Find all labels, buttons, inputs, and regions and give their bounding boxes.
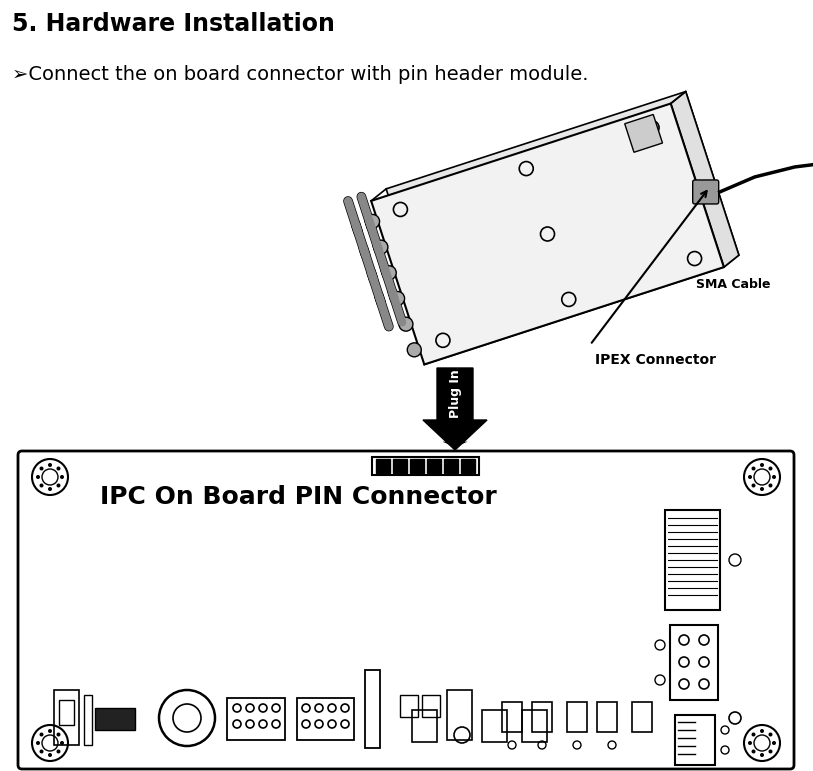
Circle shape bbox=[407, 343, 421, 357]
Bar bbox=[393, 459, 406, 473]
Text: SMA Cable: SMA Cable bbox=[695, 278, 770, 291]
Bar bbox=[502, 702, 522, 732]
Bar bbox=[376, 459, 389, 473]
Text: IPEX Connector: IPEX Connector bbox=[595, 353, 716, 367]
Circle shape bbox=[56, 483, 60, 487]
Circle shape bbox=[390, 291, 405, 305]
Text: IPC On Board PIN Connector: IPC On Board PIN Connector bbox=[100, 485, 497, 509]
Bar bbox=[227, 698, 285, 740]
Circle shape bbox=[60, 475, 64, 479]
Circle shape bbox=[399, 317, 413, 332]
Circle shape bbox=[48, 753, 52, 757]
Circle shape bbox=[374, 240, 388, 254]
Circle shape bbox=[56, 749, 60, 753]
Circle shape bbox=[748, 741, 752, 745]
Circle shape bbox=[760, 487, 764, 491]
Polygon shape bbox=[371, 103, 724, 365]
Circle shape bbox=[48, 487, 52, 491]
Circle shape bbox=[772, 741, 776, 745]
Bar bbox=[567, 702, 587, 732]
Bar bbox=[482, 710, 507, 742]
Circle shape bbox=[60, 741, 64, 745]
Bar bbox=[675, 715, 715, 765]
Bar bbox=[365, 670, 380, 748]
Polygon shape bbox=[424, 255, 739, 365]
Circle shape bbox=[36, 475, 40, 479]
Text: ➢Connect the on board connector with pin header module.: ➢Connect the on board connector with pin… bbox=[12, 65, 589, 84]
Bar bbox=[297, 698, 354, 740]
Bar bbox=[54, 690, 79, 745]
Circle shape bbox=[760, 729, 764, 733]
FancyBboxPatch shape bbox=[693, 180, 719, 204]
Bar bbox=[412, 710, 437, 742]
Polygon shape bbox=[423, 368, 487, 450]
Circle shape bbox=[751, 732, 755, 736]
Bar bbox=[400, 695, 418, 717]
Circle shape bbox=[768, 483, 772, 487]
Circle shape bbox=[36, 741, 40, 745]
FancyBboxPatch shape bbox=[18, 451, 794, 769]
Circle shape bbox=[768, 732, 772, 736]
Circle shape bbox=[40, 466, 44, 470]
Circle shape bbox=[768, 466, 772, 470]
Polygon shape bbox=[386, 92, 739, 352]
Polygon shape bbox=[671, 92, 739, 267]
Circle shape bbox=[366, 214, 380, 228]
Bar bbox=[632, 702, 652, 732]
Circle shape bbox=[748, 475, 752, 479]
Bar bbox=[665, 510, 720, 610]
Bar bbox=[461, 459, 475, 473]
Bar bbox=[427, 459, 441, 473]
Circle shape bbox=[751, 749, 755, 753]
Bar bbox=[59, 700, 74, 725]
Circle shape bbox=[40, 749, 44, 753]
Bar bbox=[670, 625, 718, 700]
Circle shape bbox=[40, 732, 44, 736]
Polygon shape bbox=[624, 114, 663, 153]
Bar bbox=[422, 695, 440, 717]
Bar bbox=[410, 459, 424, 473]
Circle shape bbox=[768, 749, 772, 753]
Circle shape bbox=[48, 729, 52, 733]
Circle shape bbox=[760, 753, 764, 757]
Bar bbox=[84, 695, 92, 745]
Bar bbox=[532, 702, 552, 732]
Circle shape bbox=[48, 463, 52, 467]
Circle shape bbox=[56, 732, 60, 736]
Text: 5. Hardware Installation: 5. Hardware Installation bbox=[12, 12, 335, 36]
Text: Plug In: Plug In bbox=[449, 369, 462, 419]
Circle shape bbox=[751, 466, 755, 470]
Bar bbox=[522, 710, 547, 742]
Circle shape bbox=[382, 266, 396, 280]
Circle shape bbox=[760, 463, 764, 467]
Bar bbox=[597, 702, 617, 732]
Bar bbox=[372, 457, 479, 475]
Bar bbox=[95, 708, 135, 730]
Circle shape bbox=[772, 475, 776, 479]
Circle shape bbox=[40, 483, 44, 487]
Circle shape bbox=[56, 466, 60, 470]
Bar bbox=[447, 690, 472, 740]
Circle shape bbox=[751, 483, 755, 487]
Bar bbox=[444, 459, 458, 473]
